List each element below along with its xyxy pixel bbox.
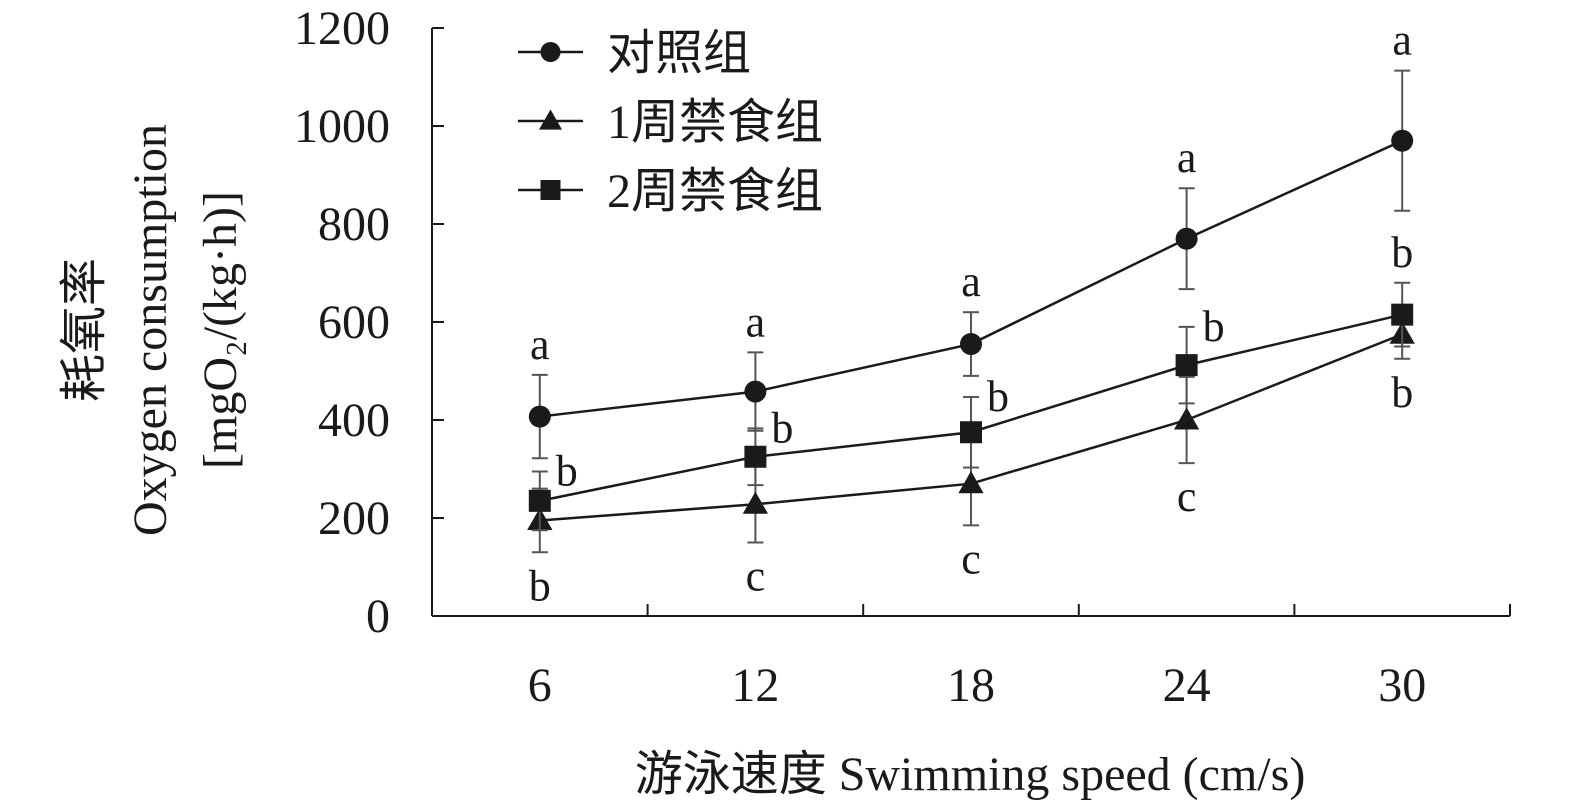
x-tick-label: 18 xyxy=(947,659,995,712)
data-point-triangle xyxy=(1173,407,1200,430)
legend-label: 1周禁食组 xyxy=(607,96,823,149)
y-tick-label: 1200 xyxy=(294,2,390,55)
y-tick-label: 0 xyxy=(366,590,390,643)
x-tick-label: 12 xyxy=(731,659,779,712)
significance-label: b xyxy=(1391,368,1413,417)
legend-label: 对照组 xyxy=(607,27,751,80)
x-tick-label: 24 xyxy=(1163,659,1211,712)
legend: 对照组 1周禁食组 2周禁食组 xyxy=(518,27,823,218)
legend-item-2: 1周禁食组 xyxy=(518,96,823,149)
series-1: a a a a a xyxy=(528,16,1414,460)
legend-item-1: 对照组 xyxy=(518,27,751,80)
significance-label: a xyxy=(961,257,981,306)
legend-marker-circle xyxy=(540,42,561,62)
x-axis-title: 游泳速度 Swimming speed (cm/s) xyxy=(635,748,1306,801)
significance-label: a xyxy=(746,297,766,346)
y-axis-title-line-3: [mgO₂/(kg·h)] xyxy=(194,191,247,469)
data-point-square xyxy=(744,445,767,468)
data-point-square xyxy=(1391,303,1414,326)
significance-label: a xyxy=(530,320,550,369)
x-tick-label: 30 xyxy=(1378,659,1426,712)
data-point-circle xyxy=(1391,129,1414,152)
legend-marker-square xyxy=(540,180,561,200)
significance-label: b xyxy=(529,561,551,610)
data-point-circle xyxy=(528,405,551,428)
significance-label: c xyxy=(746,552,766,601)
significance-label: a xyxy=(1392,16,1412,65)
significance-label: c xyxy=(961,534,981,583)
data-point-triangle xyxy=(742,491,769,514)
y-tick-label: 1000 xyxy=(294,100,390,153)
data-point-triangle xyxy=(958,471,984,494)
plot-area: a a a a a b c c c b b b b b b xyxy=(527,16,1415,610)
y-tick-label: 200 xyxy=(318,492,390,545)
data-point-square xyxy=(960,421,982,444)
data-point-circle xyxy=(744,380,767,403)
series-3: b b b b b xyxy=(528,228,1414,532)
data-point-square xyxy=(528,489,551,512)
significance-label: b xyxy=(556,446,578,495)
significance-label: c xyxy=(1177,472,1197,521)
y-tick-label: 600 xyxy=(318,296,390,349)
legend-marker-triangle xyxy=(539,109,562,130)
significance-label: b xyxy=(987,372,1009,421)
significance-label: b xyxy=(1391,228,1413,277)
data-point-circle xyxy=(960,333,982,356)
y-tick-label: 400 xyxy=(318,394,390,447)
y-axis-title: 耗氧率 Oxygen consumption [mgO₂/(kg·h)] xyxy=(58,124,247,536)
y-tick-label: 800 xyxy=(318,198,390,251)
y-axis-title-line-1: 耗氧率 xyxy=(58,258,111,402)
data-point-square xyxy=(1175,354,1198,377)
significance-label: b xyxy=(1203,302,1225,351)
significance-label: a xyxy=(1177,133,1197,182)
legend-label: 2周禁食组 xyxy=(607,165,823,218)
legend-item-3: 2周禁食组 xyxy=(518,165,823,218)
axes: 0 200 400 600 800 1000 1200 6 12 18 24 30 xyxy=(294,2,1511,712)
y-axis-title-line-2: Oxygen consumption xyxy=(124,124,177,536)
significance-label: b xyxy=(771,403,793,452)
x-tick-label: 6 xyxy=(528,659,552,712)
data-point-circle xyxy=(1175,227,1198,250)
